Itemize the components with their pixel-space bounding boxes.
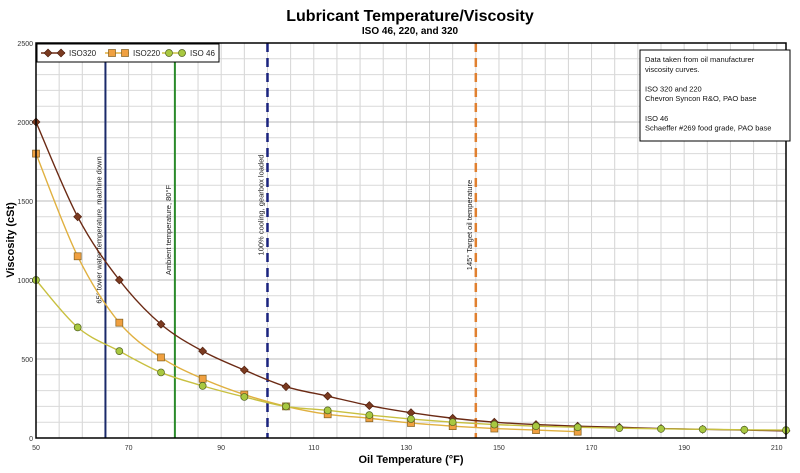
data-point [239, 365, 249, 375]
data-point [740, 425, 749, 434]
annotation-line: ISO 46 [645, 114, 668, 123]
reference-line-label: 145° Target oil temperature [465, 180, 474, 270]
x-tick-label: 150 [493, 445, 505, 452]
y-tick-label: 1500 [17, 199, 33, 206]
annotation-box: Data taken from oil manufacturerviscosit… [639, 49, 791, 142]
data-point [156, 319, 166, 329]
x-tick-label: 130 [401, 445, 413, 452]
data-point [157, 368, 165, 377]
legend-label: ISO220 [133, 49, 161, 58]
axis-ticks: 50 70 90 110 130 150 170 190 210 0 500 1000 1500 2000… [17, 41, 782, 452]
data-point [114, 275, 124, 285]
annotation-line: Data taken from oil manufacturer [645, 55, 755, 64]
x-tick-label: 70 [125, 445, 133, 452]
grid [35, 42, 786, 439]
chart-subtitle: ISO 46, 220, and 320 [362, 26, 459, 37]
x-tick-label: 50 [32, 445, 40, 452]
data-point [323, 406, 332, 415]
y-axis-label: Viscosity (cSt) [5, 202, 17, 278]
data-point [198, 346, 208, 356]
data-point [281, 382, 291, 392]
data-point [573, 423, 582, 432]
plot-frame [35, 42, 787, 439]
y-tick-label: 2000 [17, 120, 33, 127]
reference-line-label: 65° tower water temperature, machine dow… [94, 156, 103, 303]
data-point [407, 415, 415, 423]
x-tick-label: 90 [217, 445, 225, 452]
data-point [698, 425, 707, 434]
data-point [121, 49, 129, 57]
reference-lines: 65° tower water temperature, machine dow… [94, 43, 478, 438]
annotation-line: viscosity curves. [645, 65, 700, 74]
series-line [35, 279, 787, 431]
data-point [282, 402, 290, 411]
legend: ISO320 ISO220 ISO 46 [36, 43, 220, 63]
data-point [73, 323, 82, 332]
series-line [35, 153, 578, 433]
data-point [56, 48, 66, 58]
series-group [31, 117, 791, 436]
annotation-line: Chevron Syncon R&O, PAO base [645, 94, 757, 103]
data-point [73, 252, 82, 261]
data-point [365, 411, 374, 419]
annotation-line: Schaeffer #269 food grade, PAO base [645, 124, 771, 133]
data-point [615, 424, 624, 433]
data-point [198, 374, 207, 383]
data-point [364, 401, 374, 411]
y-tick-label: 0 [29, 436, 33, 443]
data-point [115, 347, 124, 355]
annotation-line: ISO 320 and 220 [645, 84, 702, 93]
data-point [115, 318, 124, 327]
annotation-frame [639, 49, 791, 142]
data-point [323, 391, 333, 401]
data-point [73, 212, 83, 222]
data-point [198, 382, 207, 390]
legend-label: ISO 46 [190, 49, 215, 58]
x-tick-label: 190 [678, 445, 690, 452]
data-point [240, 393, 249, 401]
data-point [448, 418, 457, 427]
y-tick-label: 1000 [17, 278, 33, 285]
data-point [108, 49, 116, 57]
legend-label: ISO320 [69, 49, 97, 58]
data-point [157, 353, 165, 362]
data-point [165, 49, 173, 57]
x-tick-label: 170 [586, 445, 598, 452]
x-tick-label: 210 [771, 445, 783, 452]
y-tick-label: 500 [21, 357, 33, 364]
y-tick-label: 2500 [17, 41, 33, 48]
data-point [490, 420, 499, 429]
x-axis-label: Oil Temperature (°F) [358, 454, 463, 466]
chart-title: Lubricant Temperature/Viscosity [286, 8, 534, 25]
data-point [657, 424, 665, 433]
reference-line-label: Ambient temperature, 80°F [164, 185, 173, 276]
data-point [532, 422, 540, 430]
data-point [43, 48, 53, 58]
series-line [35, 121, 787, 432]
x-tick-label: 110 [308, 445, 319, 452]
data-point [178, 49, 186, 57]
reference-line-label: 100% cooling, gearbox loaded [256, 155, 265, 256]
